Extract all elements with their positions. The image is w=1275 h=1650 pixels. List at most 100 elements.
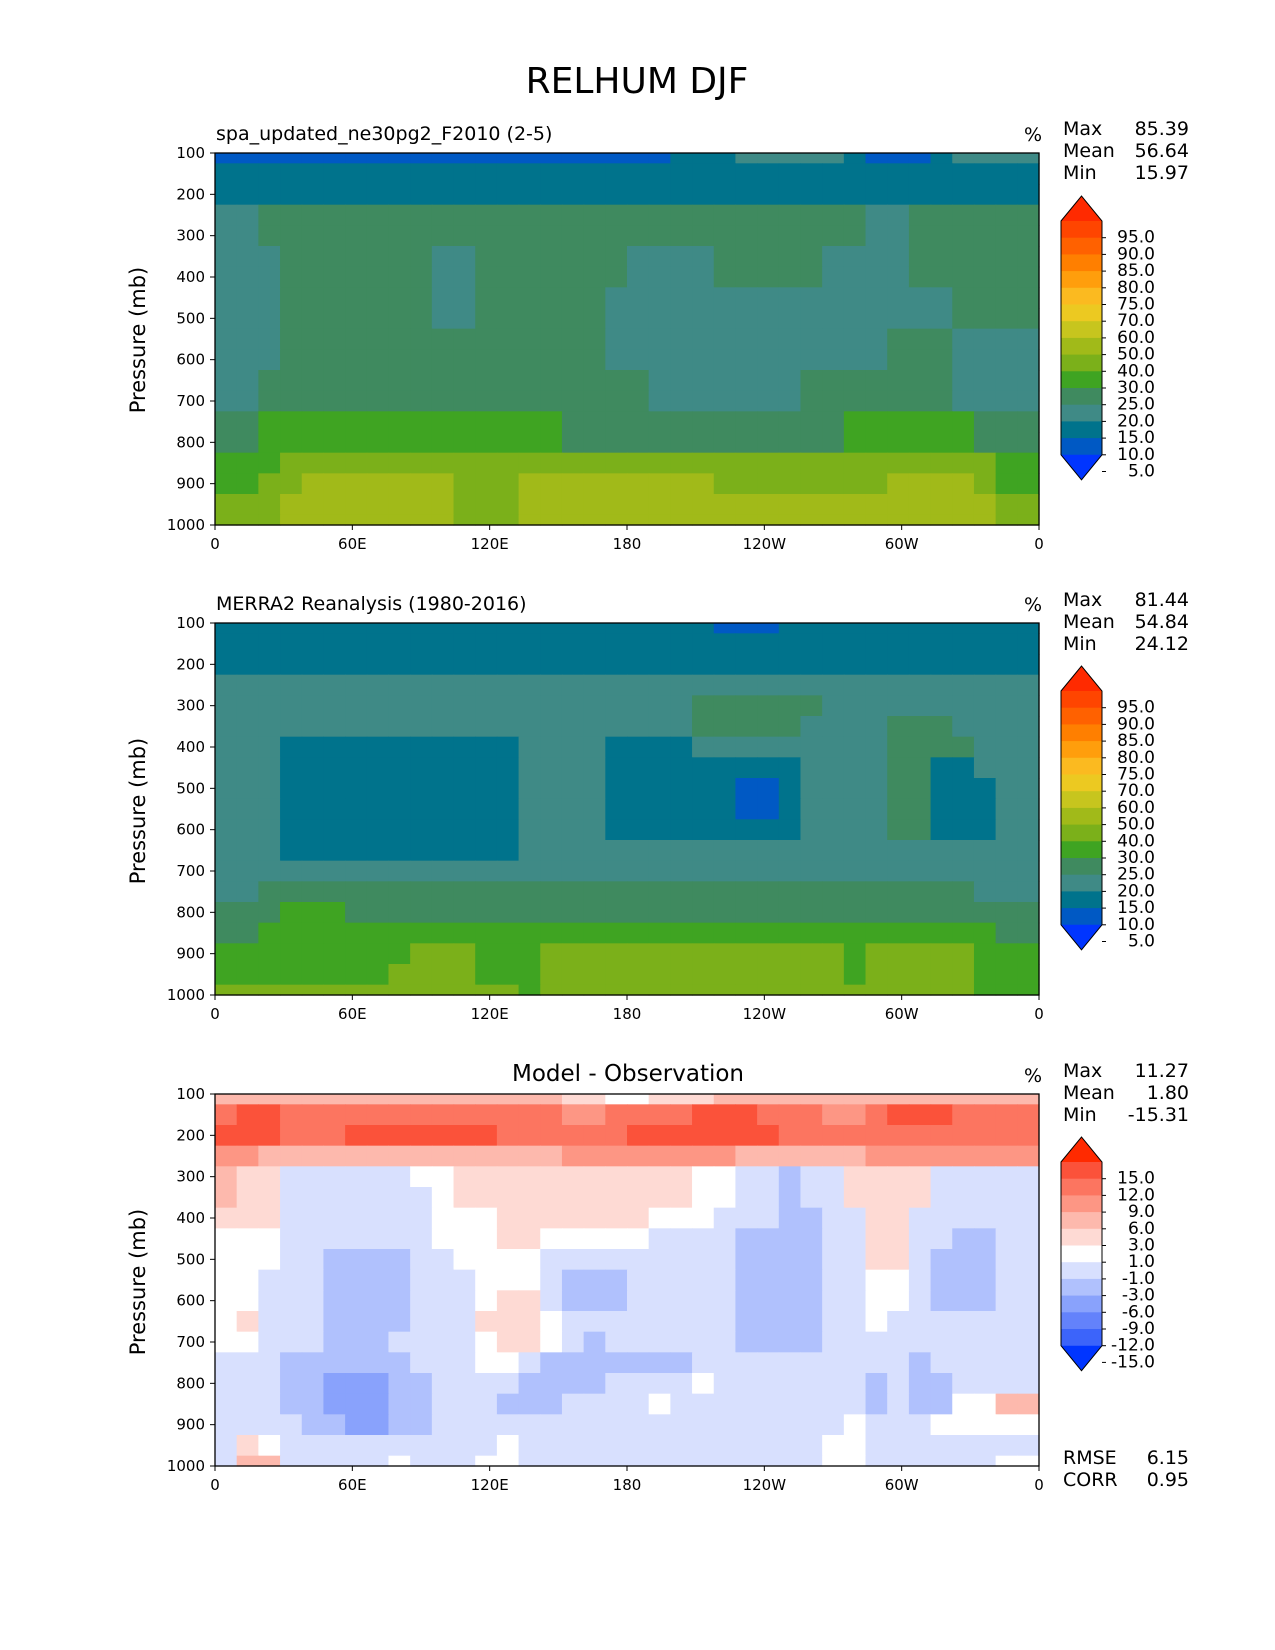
heatmap-cell (887, 757, 910, 779)
heatmap-cell (995, 695, 1018, 717)
heatmap-cell (605, 1311, 628, 1333)
heatmap-cell (540, 432, 563, 454)
heatmap-cell (345, 1228, 368, 1250)
x-tick-label: 0 (210, 1005, 220, 1023)
heatmap-cell (648, 922, 671, 944)
heatmap-cell (345, 225, 368, 247)
heatmap-cell (778, 757, 802, 779)
heatmap-cell (713, 716, 737, 738)
heatmap-cell (431, 819, 455, 841)
heatmap-cell (735, 1094, 758, 1105)
heatmap-cell (692, 163, 715, 185)
heatmap-cell (757, 163, 780, 185)
heatmap-cell (952, 1269, 975, 1291)
heatmap-cell (605, 736, 628, 758)
heatmap-cell (431, 1249, 455, 1271)
heatmap-cell (627, 390, 650, 412)
heatmap-cell (908, 633, 932, 655)
heatmap-cell (280, 623, 303, 634)
heatmap-cell (301, 184, 325, 206)
y-tick-label: 300 (176, 697, 205, 715)
heatmap-cell (366, 964, 390, 986)
heatmap-cell (692, 390, 715, 412)
heatmap-cell (670, 1125, 693, 1147)
heatmap-cell (323, 778, 346, 800)
heatmap-cell (280, 1414, 303, 1436)
heatmap-cell (301, 494, 325, 516)
heatmap-cell (215, 266, 238, 288)
heatmap-cell (1017, 370, 1040, 392)
heatmap-cell (323, 349, 346, 371)
heatmap-cell (800, 757, 823, 779)
heatmap-cell (627, 349, 650, 371)
heatmap-cell (366, 819, 390, 841)
heatmap-cell (583, 922, 606, 944)
heatmap-cell (301, 225, 325, 247)
heatmap-cell (280, 473, 303, 495)
panel-diff-title: Model - Observation (512, 1061, 744, 1087)
heatmap-cell (735, 204, 758, 226)
heatmap-cell (1017, 1269, 1040, 1291)
heatmap-cell (865, 1249, 888, 1271)
heatmap-cell (215, 1393, 238, 1415)
colorbar-band (1061, 1262, 1102, 1280)
heatmap-cell (345, 1455, 368, 1467)
heatmap-cell (323, 246, 346, 268)
heatmap-cell (301, 943, 325, 965)
heatmap-cell (366, 432, 390, 454)
heatmap-cell (258, 1311, 281, 1333)
heatmap-cell (930, 1290, 953, 1312)
heatmap-cell (453, 757, 476, 779)
heatmap-cell (930, 623, 953, 634)
heatmap-cell (778, 153, 802, 164)
heatmap-cell (323, 881, 346, 903)
heatmap-cell (735, 163, 758, 185)
heatmap-cell (670, 716, 693, 738)
heatmap-cell (995, 1352, 1018, 1374)
heatmap-cell (995, 1393, 1018, 1415)
heatmap-cell (431, 287, 455, 309)
panel-model-x-axis: 0 60E 120E 180 120W 60W 0 (210, 525, 1044, 553)
heatmap-cell (496, 1125, 520, 1147)
heatmap-cell (1017, 287, 1040, 309)
stat-label: Max (1063, 1060, 1102, 1082)
heatmap-cell (561, 736, 585, 758)
x-tick-label: 120W (743, 535, 787, 553)
heatmap-cell (475, 654, 498, 676)
heatmap-cell (431, 328, 455, 350)
heatmap-cell (605, 757, 628, 779)
heatmap-cell (540, 411, 563, 433)
heatmap-cell (583, 473, 606, 495)
colorbar-band (1061, 354, 1102, 372)
heatmap-cell (475, 153, 498, 164)
heatmap-cell (540, 984, 563, 996)
heatmap-cell (757, 287, 780, 309)
heatmap-cell (843, 1455, 867, 1467)
colorbar-band (1061, 707, 1102, 725)
heatmap-cell (301, 674, 325, 696)
heatmap-cell (800, 1207, 823, 1229)
heatmap-cell (692, 654, 715, 676)
heatmap-cell (887, 798, 910, 820)
heatmap-cell (627, 1352, 650, 1374)
y-tick-label: 900 (176, 1416, 205, 1434)
heatmap-cell (475, 984, 498, 996)
heatmap-cell (540, 287, 563, 309)
heatmap-cell (366, 1269, 390, 1291)
heatmap-cell (583, 246, 606, 268)
heatmap-cell (280, 1187, 303, 1209)
heatmap-cell (215, 860, 238, 882)
heatmap-cell (692, 1249, 715, 1271)
heatmap-cell (280, 654, 303, 676)
heatmap-cell (778, 184, 802, 206)
heatmap-cell (952, 623, 975, 634)
heatmap-cell (496, 287, 520, 309)
heatmap-cell (952, 225, 975, 247)
heatmap-cell (952, 1249, 975, 1271)
heatmap-cell (583, 1290, 606, 1312)
heatmap-cell (540, 1125, 563, 1147)
heatmap-cell (323, 287, 346, 309)
heatmap-cell (713, 757, 737, 779)
heatmap-cell (713, 432, 737, 454)
heatmap-cell (843, 287, 867, 309)
